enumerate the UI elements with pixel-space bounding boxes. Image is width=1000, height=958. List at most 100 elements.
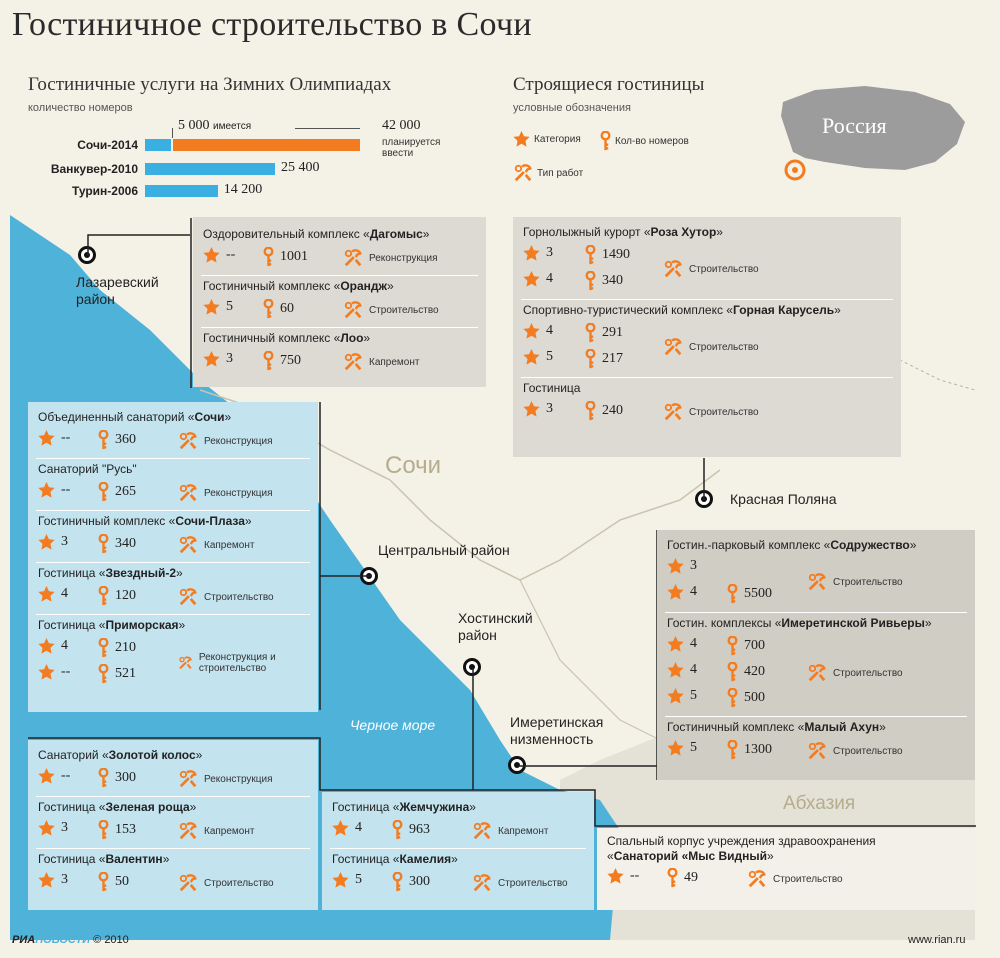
rooms-cell: 153 xyxy=(98,820,136,840)
entry-separator xyxy=(665,612,967,613)
hotel-name-prefix: Гостиничный комплекс « xyxy=(203,331,341,345)
rooms-value: 5500 xyxy=(744,586,772,601)
entry-separator xyxy=(665,716,967,717)
hotel-name-bold: Зеленая роща xyxy=(105,800,190,814)
work-type-cell: Строительство xyxy=(807,741,903,761)
work-type-value: Реконструкция xyxy=(204,487,273,499)
bar-label-2: Турин-2006 xyxy=(71,184,138,198)
work-type-cell: Строительство xyxy=(807,663,903,683)
hotel-name-prefix: Оздоровительный комплекс « xyxy=(203,227,370,241)
work-type-value: Строительство xyxy=(369,304,439,316)
hotel-name-suffix: » xyxy=(189,800,197,814)
category-cell: 3 xyxy=(523,401,553,417)
work-type-cell: Строительство xyxy=(178,873,274,893)
bar-value-1: 25 400 xyxy=(281,160,320,175)
rooms-cell: 420 xyxy=(727,662,765,682)
hotel-name-bold: Звездный-2 xyxy=(105,566,176,580)
hotel-name-bold: Камелия xyxy=(399,852,452,866)
hotel-name: Гостин. комплексы «Имеретинской Ривьеры» xyxy=(667,616,932,630)
hotel-name: Гостин.-парковый комплекс «Содружество» xyxy=(667,538,916,552)
bar-2 xyxy=(145,185,218,197)
category-cell: 3 xyxy=(38,872,68,888)
work-type-cell: Реконструкция и строительство xyxy=(178,652,308,674)
work-type-value: Строительство xyxy=(833,576,903,588)
category-cell: 5 xyxy=(667,688,697,704)
entry-separator xyxy=(521,377,893,378)
hotel-name-suffix: » xyxy=(451,852,458,866)
category-value: -- xyxy=(61,430,71,445)
work-type-value: Строительство xyxy=(689,263,759,275)
rooms-cell: 1490 xyxy=(585,245,630,265)
hotel-name: Спальный корпус учреждения здравоохранен… xyxy=(607,834,947,864)
legend-rooms: Кол-во номеров xyxy=(600,131,689,151)
hotel-name-prefix: Гостиница « xyxy=(38,852,106,866)
entry-separator xyxy=(36,614,310,615)
star-icon xyxy=(513,131,530,147)
category-value: 3 xyxy=(690,558,697,573)
entry-separator xyxy=(36,796,310,797)
work-type-value: Капремонт xyxy=(204,539,255,551)
hotel-name: Спортивно-туристический комплекс «Горная… xyxy=(523,303,841,317)
category-cell: 3 xyxy=(38,820,68,836)
legend-category: Категория xyxy=(513,131,581,147)
category-value: 5 xyxy=(690,740,697,755)
rooms-value: 1001 xyxy=(280,249,308,264)
category-value: 4 xyxy=(690,584,697,599)
work-type-cell: Реконструкция xyxy=(178,483,273,503)
entry-separator xyxy=(201,275,478,276)
work-type-cell: Капремонт xyxy=(343,352,419,372)
rooms-cell: 521 xyxy=(98,664,136,684)
rooms-value: 750 xyxy=(280,353,301,368)
hotel-name-bold: Жемчужина xyxy=(399,800,470,814)
category-value: 4 xyxy=(690,636,697,651)
category-cell: 4 xyxy=(523,271,553,287)
hotel-name: Гостиница «Жемчужина» xyxy=(332,800,476,814)
rooms-cell: 60 xyxy=(263,299,294,319)
imereti-marker xyxy=(508,756,526,774)
category-value: -- xyxy=(61,664,71,679)
category-cell: 4 xyxy=(523,323,553,339)
rooms-cell: 1001 xyxy=(263,247,308,267)
hotel-name-bold: Малый Ахун xyxy=(804,720,880,734)
hotel-name-suffix: » xyxy=(195,748,203,762)
hotel-name-suffix: » xyxy=(387,279,394,293)
rooms-cell: 300 xyxy=(392,872,430,892)
hotel-name-bold: Приморская xyxy=(105,618,179,632)
work-type-value: Капремонт xyxy=(498,825,549,837)
river-line xyxy=(519,579,661,741)
work-type-value: Строительство xyxy=(498,877,568,889)
olympics-title: Гостиничные услуги на Зимних Олимпиадах xyxy=(28,74,392,95)
work-type-cell: Строительство xyxy=(663,259,759,279)
work-type-value: Капремонт xyxy=(204,825,255,837)
work-type-cell: Строительство xyxy=(178,587,274,607)
rooms-value: 340 xyxy=(115,536,136,551)
hotel-name-bold: Имеретинской Ривьеры xyxy=(781,616,925,630)
legend-title: Строящиеся гостиницы xyxy=(513,74,705,95)
category-cell: -- xyxy=(38,664,70,680)
panel-khosta-right: Гостиница «Жемчужина» 4 963 Капремонт Гостин… xyxy=(322,792,594,910)
category-cell: -- xyxy=(38,768,70,784)
work-type-cell: Строительство xyxy=(747,869,843,889)
work-type-value: Строительство xyxy=(689,341,759,353)
hotel-name-bold: Золотой колос xyxy=(108,748,196,762)
panel-central: Объединенный санаторий «Сочи» -- 360 Реконс… xyxy=(28,402,318,712)
hotel-name: Гостиничный комплекс «Лоо» xyxy=(203,331,370,345)
work-type-cell: Строительство xyxy=(472,873,568,893)
rooms-cell: 750 xyxy=(263,351,301,371)
work-type-value: Строительство xyxy=(204,877,274,889)
work-type-cell: Строительство xyxy=(807,572,903,592)
hotel-name-suffix: » xyxy=(224,410,232,424)
hotel-name-suffix: » xyxy=(162,852,170,866)
rooms-cell: 963 xyxy=(392,820,430,840)
work-type-cell: Строительство xyxy=(663,402,759,422)
rooms-value: 210 xyxy=(115,640,136,655)
hotel-name: Гостиница «Валентин» xyxy=(38,852,169,866)
hotel-name-bold: Орандж xyxy=(340,279,388,293)
rooms-value: 120 xyxy=(115,588,136,603)
hotel-name-prefix: Гостиница xyxy=(523,381,581,395)
hotel-name-suffix: » xyxy=(244,514,252,528)
work-type-cell: Реконструкция xyxy=(178,769,273,789)
rooms-value: 153 xyxy=(115,822,136,837)
rooms-value: 60 xyxy=(280,301,294,316)
